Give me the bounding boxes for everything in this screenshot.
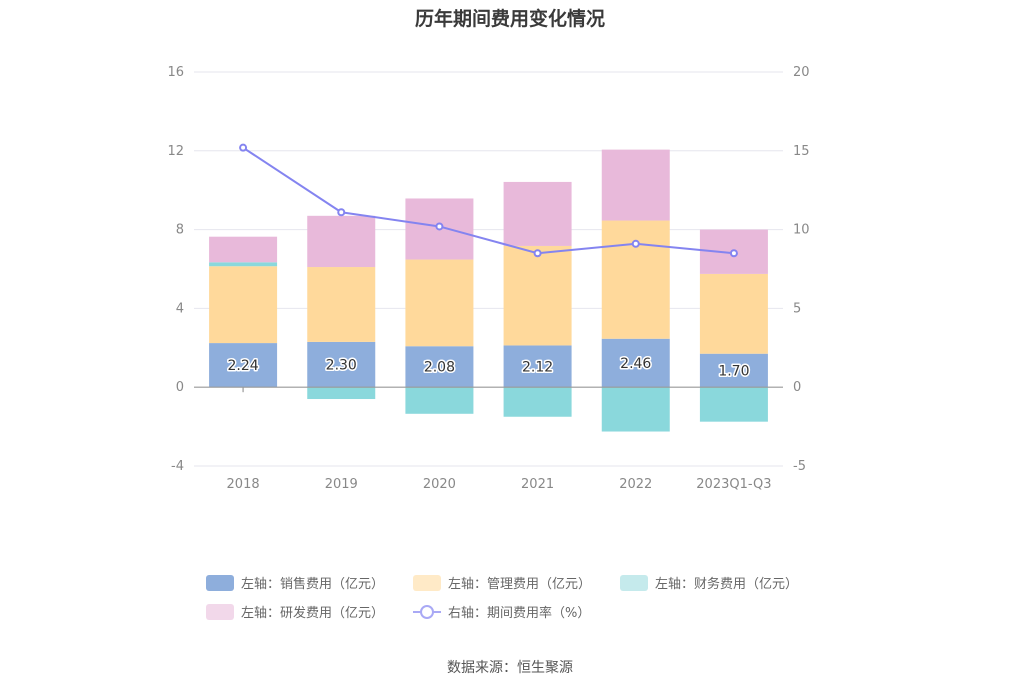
expense-ratio-point (533, 249, 542, 258)
chart-title: 历年期间费用变化情况 (414, 8, 605, 30)
y-right-tick-label: 5 (793, 301, 801, 316)
bar-segment (307, 387, 376, 400)
bar-segment (503, 387, 572, 417)
expense-ratio-point (729, 249, 738, 258)
legend-row-1: 左轴：销售费用（亿元） 左轴：管理费用（亿元） 左轴：财务费用（亿元） (206, 568, 846, 597)
bar-segment (405, 346, 474, 388)
legend-item-expense-ratio[interactable]: 右轴：期间费用率（%） (413, 602, 590, 621)
y-left-tick-label: 4 (176, 301, 184, 316)
bar-data-label: 1.70 (718, 363, 749, 379)
legend-item-rd[interactable]: 左轴：研发费用（亿元） (206, 602, 413, 621)
legend-line-marker-icon (413, 604, 441, 619)
y-right-tick-label: 10 (793, 223, 810, 238)
legend-label-sales: 左轴：销售费用（亿元） (241, 577, 385, 592)
bar-segment (503, 245, 572, 346)
y-right-tick-label: -5 (793, 459, 806, 474)
legend-swatch-rd (206, 603, 234, 620)
bar-segment (307, 215, 376, 268)
bar-segment (209, 262, 278, 267)
bar-data-label: 2.46 (620, 356, 651, 372)
legend-label-rd: 左轴：研发费用（亿元） (241, 606, 385, 621)
bar-segment (601, 338, 670, 388)
legend-item-admin[interactable]: 左轴：管理费用（亿元） (413, 573, 620, 592)
bar-segment (209, 236, 278, 263)
bar-data-label: 2.30 (326, 358, 357, 374)
y-left-tick-label: 0 (176, 380, 184, 395)
bar-data-label: 2.12 (522, 359, 553, 375)
chart-legend: 左轴：销售费用（亿元） 左轴：管理费用（亿元） 左轴：财务费用（亿元） 左轴：研… (206, 568, 846, 626)
y-left-tick-label: -4 (171, 459, 184, 474)
bar-segment (307, 267, 376, 342)
bar-segment (307, 341, 376, 388)
x-tick-label: 2023Q1-Q3 (696, 477, 771, 492)
bar-segment (601, 387, 670, 432)
bar-segment (699, 273, 768, 354)
expense-ratio-point (337, 208, 346, 217)
x-tick-label: 2018 (227, 477, 260, 492)
expense-ratio-point (631, 239, 640, 248)
x-tick-label: 2019 (325, 477, 358, 492)
chart-plot: -4 0 4 8 12 16 -5 0 5 10 15 20 2018 2019 2020 2021 2022 2… (167, 65, 810, 492)
bar-data-label: 2.08 (424, 360, 455, 376)
legend-swatch-sales (206, 574, 234, 591)
x-tick-label: 2021 (521, 477, 554, 492)
bar-segment (209, 266, 278, 344)
legend-label-expense-ratio: 右轴：期间费用率（%） (448, 606, 591, 621)
bar-segment (601, 220, 670, 339)
legend-item-sales[interactable]: 左轴：销售费用（亿元） (206, 573, 413, 592)
legend-swatch-admin (413, 574, 441, 591)
bar-segment (699, 387, 768, 422)
legend-row-2: 左轴：研发费用（亿元） 右轴：期间费用率（%） (206, 597, 846, 626)
y-left-tick-label: 8 (176, 223, 184, 238)
bar-data-label: 2.24 (227, 358, 258, 374)
bar-segment (601, 149, 670, 221)
expense-ratio-point (239, 143, 248, 152)
bar-segment (503, 345, 572, 388)
bar-segment (405, 259, 474, 347)
data-source: 数据来源：恒生聚源 (447, 660, 573, 676)
bar-segment (699, 353, 768, 388)
legend-item-finance[interactable]: 左轴：财务费用（亿元） (620, 573, 798, 592)
x-tick-label: 2020 (423, 477, 456, 492)
bar-segment (209, 343, 278, 388)
y-right-tick-label: 20 (793, 65, 810, 80)
legend-label-admin: 左轴：管理费用（亿元） (448, 577, 592, 592)
y-left-tick-label: 12 (167, 144, 184, 159)
y-right-tick-label: 0 (793, 380, 801, 395)
y-left-tick-label: 16 (167, 65, 184, 80)
x-tick-label: 2022 (619, 477, 652, 492)
legend-label-finance: 左轴：财务费用（亿元） (655, 577, 799, 592)
bar-segment (503, 181, 572, 246)
expense-ratio-line (242, 146, 735, 255)
y-right-tick-label: 15 (793, 144, 810, 159)
bar-segment (405, 387, 474, 414)
expense-ratio-point (435, 222, 444, 231)
legend-swatch-finance (620, 574, 648, 591)
